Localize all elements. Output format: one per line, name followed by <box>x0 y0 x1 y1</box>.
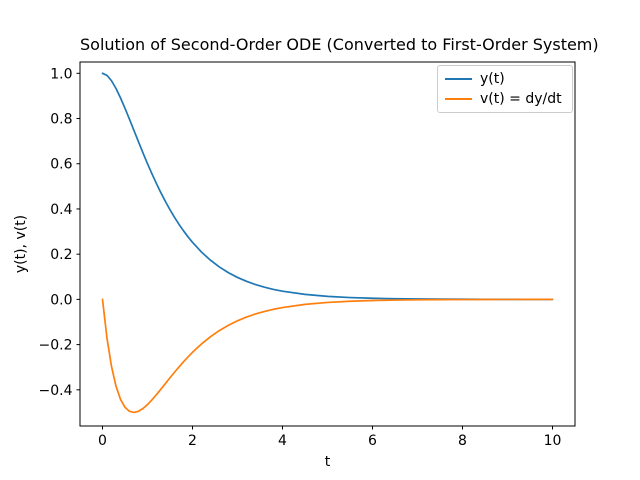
y-tick-label: 1.0 <box>50 66 72 82</box>
legend-line-sample-y <box>445 78 472 80</box>
x-tick-label: 0 <box>98 433 107 449</box>
x-tick-label: 2 <box>188 433 197 449</box>
series-line-y(t) <box>101 72 554 301</box>
chart-title: Solution of Second-Order ODE (Converted … <box>80 35 599 54</box>
y-tick-label: −0.4 <box>39 383 73 399</box>
y-tick-label: 0.8 <box>50 112 72 128</box>
y-tick-label: 0.4 <box>50 202 72 218</box>
series-line-v(t)dydt <box>101 298 554 414</box>
legend-label-y: y(t) <box>480 71 505 87</box>
x-tick-label: 4 <box>278 433 287 449</box>
x-tick-label: 10 <box>544 433 562 449</box>
axes-spines <box>79 61 576 427</box>
y-tick-label: −0.2 <box>39 338 73 354</box>
x-tick-label: 8 <box>458 433 467 449</box>
legend: y(t) v(t) = dy/dt <box>437 65 573 113</box>
y-tick-label: 0.6 <box>50 157 72 173</box>
y-tick-label: 0.2 <box>50 247 72 263</box>
x-axis-label: t <box>324 454 331 470</box>
legend-entry: y(t) <box>445 69 562 89</box>
legend-label-v: v(t) = dy/dt <box>480 91 562 107</box>
legend-line-sample-v <box>445 98 472 100</box>
x-tick-label: 6 <box>368 433 377 449</box>
legend-entry: v(t) = dy/dt <box>445 89 562 109</box>
y-tick-label: 0.0 <box>50 292 72 308</box>
